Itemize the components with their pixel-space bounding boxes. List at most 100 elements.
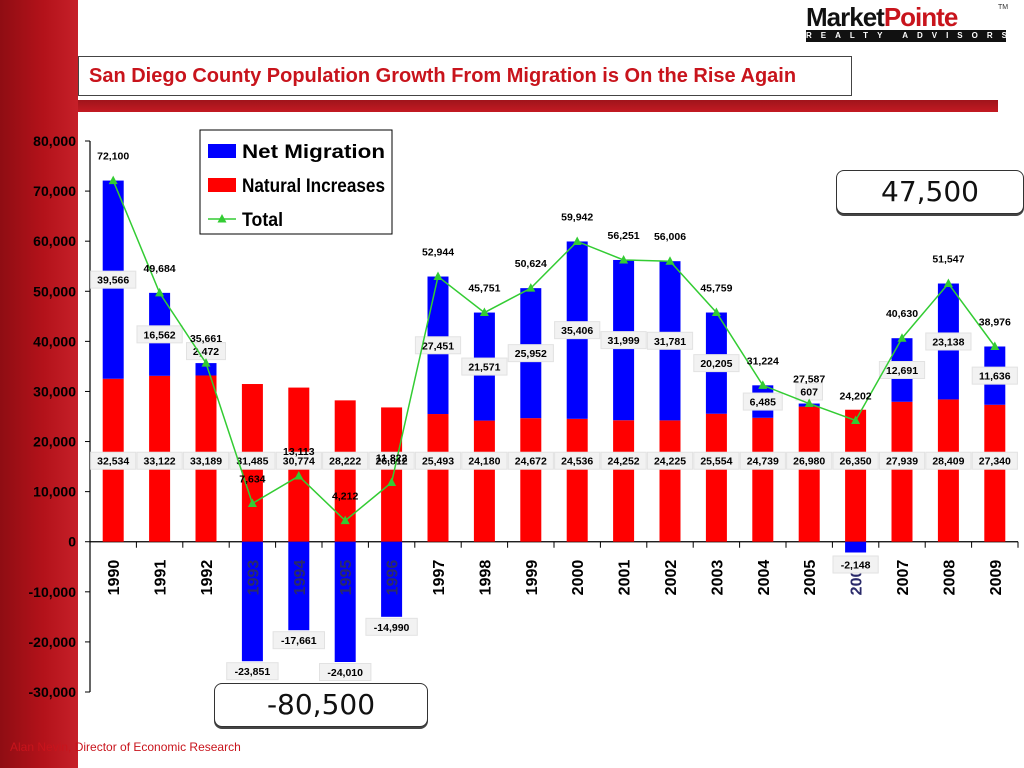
- label-net-migration: 23,138: [932, 336, 964, 348]
- bar-net-migration: [845, 541, 867, 553]
- label-natural-increase-box: [925, 451, 972, 470]
- label-natural-increase-box: [739, 451, 786, 470]
- y-tick-label: 50,000: [33, 283, 76, 299]
- y-tick-label: -10,000: [29, 584, 77, 600]
- label-natural-increase: 32,534: [97, 456, 129, 468]
- label-natural-increase-box: [507, 451, 554, 470]
- title-box: San Diego County Population Growth From …: [78, 56, 852, 96]
- left-red-sidebar: [0, 0, 78, 768]
- logo-trademark: TM: [998, 4, 1009, 11]
- label-natural-increase: 26,812: [376, 456, 408, 468]
- chart-title: San Diego County Population Growth From …: [89, 65, 797, 87]
- x-category-label: 2008: [941, 560, 958, 596]
- label-net-migration: -24,010: [327, 667, 363, 679]
- y-tick-label: 20,000: [33, 434, 76, 450]
- bar-natural-increase: [798, 406, 820, 542]
- label-total: 50,624: [515, 258, 547, 270]
- label-net-migration-box: [693, 354, 740, 373]
- label-net-migration-box: [832, 555, 879, 574]
- legend-marker: [217, 214, 227, 223]
- bar-natural-increase: [520, 418, 542, 542]
- y-tick-label: -30,000: [29, 684, 77, 700]
- bar-natural-increase: [937, 399, 959, 542]
- total-point: [665, 256, 675, 265]
- total-point: [851, 415, 861, 424]
- label-net-migration-box: [878, 360, 926, 379]
- label-total: 38,976: [979, 316, 1011, 328]
- logo-tagline: REALTY ADVISORS: [806, 30, 1006, 42]
- label-natural-increase: 24,252: [608, 456, 640, 468]
- label-total: 45,751: [468, 283, 500, 295]
- label-net-migration-box: [461, 357, 508, 376]
- x-category-label: 2003: [709, 560, 726, 596]
- footer-credit: Alan Nevin, Director of Economic Researc…: [10, 740, 241, 754]
- total-line: [112, 180, 996, 522]
- label-net-migration: 35,406: [561, 325, 593, 337]
- label-natural-increase-box: [90, 451, 137, 470]
- label-net-migration-box: [925, 332, 972, 351]
- bar-natural-increase: [705, 413, 727, 542]
- x-category-label: 1996: [385, 560, 402, 596]
- label-natural-increase: 30,774: [283, 456, 315, 468]
- total-point: [387, 477, 397, 487]
- label-net-migration: 2,472: [193, 346, 219, 358]
- legend-label: Net Migration: [242, 142, 385, 163]
- label-natural-increase: 24,739: [747, 456, 779, 468]
- total-point: [711, 307, 721, 317]
- label-net-migration-box: [971, 366, 1018, 385]
- callout-high: 47,500: [836, 170, 1024, 214]
- label-net-migration-box: [136, 325, 183, 344]
- label-net-migration-box: [600, 331, 647, 350]
- label-natural-increase: 33,189: [190, 456, 222, 468]
- label-natural-increase-box: [461, 451, 508, 470]
- x-category-label: 2002: [663, 560, 680, 596]
- label-natural-increase-box: [182, 451, 230, 470]
- label-natural-increase: 26,350: [840, 456, 872, 468]
- label-natural-increase-box: [646, 451, 694, 470]
- logo-wordmark: MarketPointe: [806, 2, 958, 32]
- bar-natural-increase: [613, 420, 635, 542]
- label-net-migration-box: [646, 331, 694, 350]
- label-natural-increase: 28,409: [932, 456, 964, 468]
- x-category-label: 1995: [338, 560, 355, 596]
- label-net-migration: 31,781: [654, 336, 686, 348]
- label-natural-increase-box: [414, 451, 462, 470]
- y-tick-label: -20,000: [29, 634, 77, 650]
- total-point: [758, 380, 768, 389]
- label-net-migration: 11,636: [979, 371, 1011, 383]
- y-tick-label: 60,000: [33, 233, 76, 249]
- x-category-label: 1998: [477, 560, 494, 596]
- total-point: [108, 175, 118, 185]
- total-point: [897, 333, 907, 342]
- total-point: [479, 307, 489, 317]
- label-natural-increase-box: [786, 451, 833, 470]
- label-net-migration: -14,990: [374, 622, 410, 634]
- label-natural-increase: 27,340: [979, 456, 1011, 468]
- label-net-migration: 12,691: [886, 365, 918, 377]
- x-category-label: 2005: [802, 560, 819, 596]
- label-total: 35,661: [190, 333, 222, 345]
- bar-natural-increase: [427, 414, 449, 542]
- x-category-label: 2001: [617, 560, 634, 596]
- y-tick-label: 40,000: [33, 333, 76, 349]
- bar-net-migration: [381, 541, 403, 617]
- label-net-migration-box: [365, 617, 418, 636]
- legend-label: Natural Increases: [242, 176, 385, 197]
- label-net-migration: -17,661: [281, 635, 317, 647]
- label-net-migration-box: [226, 662, 279, 681]
- y-tick-label: 10,000: [33, 484, 76, 500]
- label-natural-increase: 31,485: [236, 456, 268, 468]
- label-total: 13,113: [283, 446, 315, 458]
- label-total: 7,634: [239, 473, 265, 485]
- label-total: 45,759: [700, 283, 732, 295]
- x-category-label: 1999: [524, 560, 541, 596]
- label-net-migration: 39,566: [97, 275, 129, 287]
- bar-natural-increase: [659, 420, 681, 542]
- y-tick-label: 0: [68, 534, 76, 550]
- total-point: [433, 271, 443, 281]
- x-category-label: 1997: [431, 560, 448, 596]
- label-net-migration: 607: [800, 387, 818, 399]
- x-category-label: 2000: [570, 560, 587, 596]
- label-net-migration: 21,571: [468, 362, 500, 374]
- label-total: 4,212: [332, 491, 358, 503]
